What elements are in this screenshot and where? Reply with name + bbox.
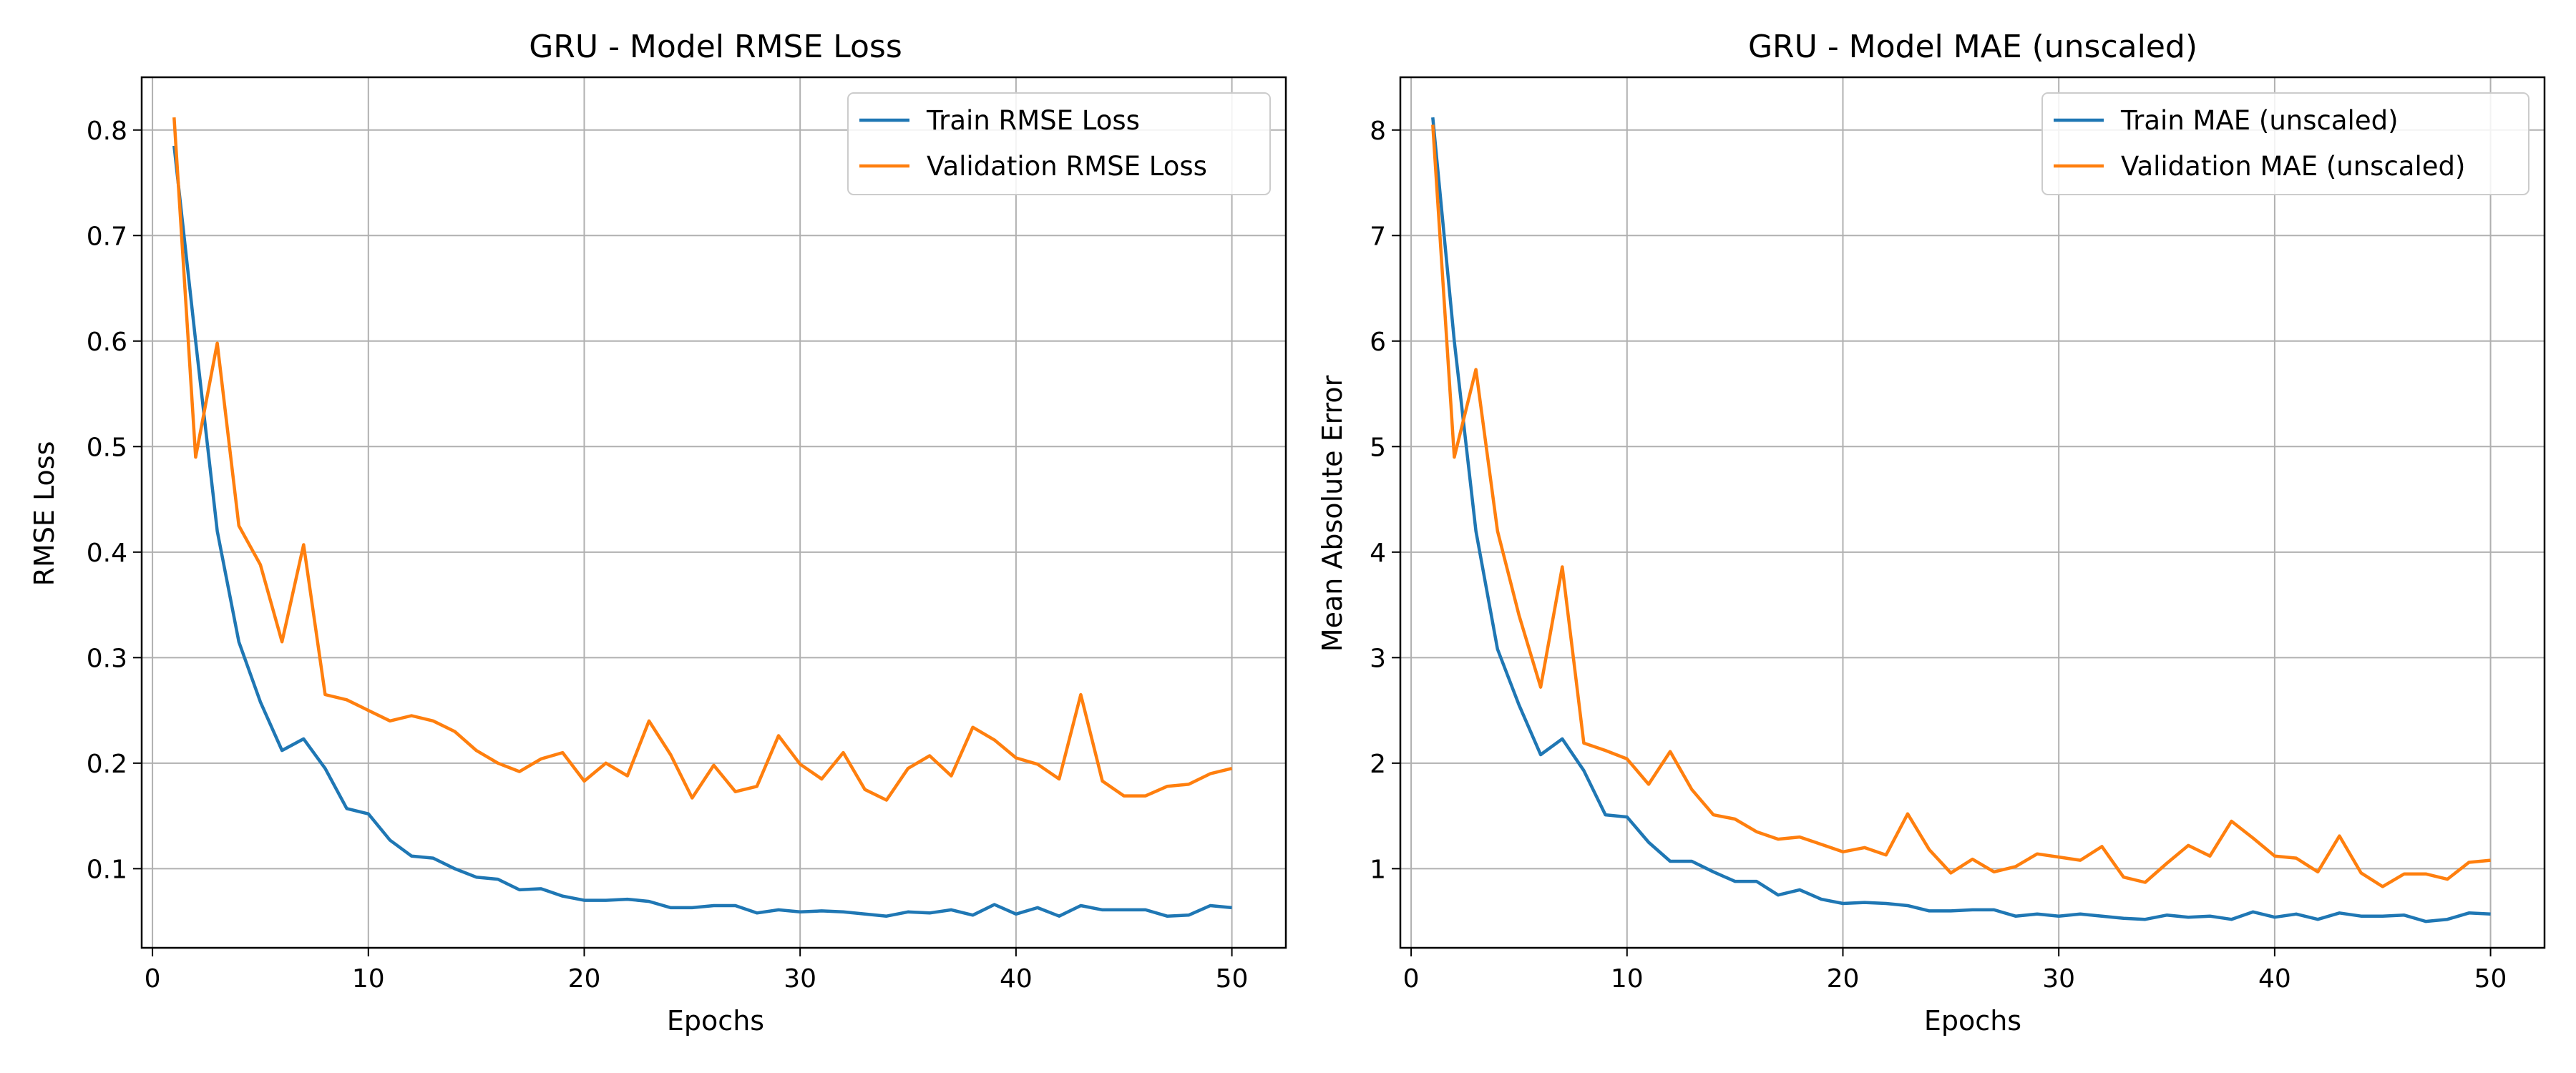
y-tick-label: 8	[1370, 117, 1386, 146]
x-tick-label: 50	[2474, 964, 2507, 994]
chart-title: GRU - Model MAE (unscaled)	[1748, 29, 2197, 65]
legend-entry: Train MAE (unscaled)	[2120, 105, 2399, 136]
y-tick-label: 0.4	[87, 539, 127, 568]
y-tick-label: 5	[1370, 433, 1386, 462]
x-tick-label: 30	[784, 964, 816, 994]
y-tick-label: 1	[1370, 855, 1386, 884]
x-tick-label: 10	[1611, 964, 1644, 994]
y-tick-label: 0.3	[87, 644, 127, 673]
x-tick-label: 20	[568, 964, 601, 994]
y-tick-label: 6	[1370, 328, 1386, 357]
legend: Train MAE (unscaled) Validation MAE (unsc…	[2041, 92, 2529, 195]
y-tick-label: 0.7	[87, 222, 127, 251]
x-axis-label: Epochs	[667, 1005, 764, 1037]
chart-rmse-loss: GRU - Model RMSE Loss Epochs RMSE Loss 0…	[29, 29, 1287, 1037]
y-tick-label: 7	[1370, 222, 1386, 251]
x-tick-label: 30	[2042, 964, 2075, 994]
x-axis-label: Epochs	[1924, 1005, 2021, 1037]
x-tick-label: 40	[2258, 964, 2291, 994]
x-tick-label: 10	[352, 964, 385, 994]
y-axis-label: RMSE Loss	[29, 441, 60, 587]
y-tick-label: 0.8	[87, 117, 127, 146]
chart-mae-unscaled: GRU - Model MAE (unscaled) Epochs Mean A…	[1317, 29, 2546, 1037]
legend: Train RMSE Loss Validation RMSE Loss	[847, 92, 1271, 195]
legend-entry: Validation MAE (unscaled)	[2121, 151, 2465, 182]
legend-box	[847, 92, 1271, 195]
plot-frame	[1399, 76, 2546, 949]
x-tick-label: 50	[1216, 964, 1249, 994]
y-tick-label: 2	[1370, 750, 1386, 779]
y-axis-label: Mean Absolute Error	[1317, 375, 1348, 652]
series-line-1	[172, 117, 1233, 802]
plot-frame	[140, 76, 1287, 949]
x-tick-label: 20	[1827, 964, 1860, 994]
y-tick-label: 4	[1370, 539, 1386, 568]
x-tick-label: 40	[1000, 964, 1033, 994]
legend-entry: Train RMSE Loss	[926, 105, 1140, 136]
y-tick-label: 3	[1370, 644, 1386, 673]
y-tick-label: 0.2	[87, 750, 127, 779]
y-tick-label: 0.1	[87, 855, 127, 884]
x-tick-label: 0	[145, 964, 161, 994]
legend-box	[2041, 92, 2529, 195]
y-tick-label: 0.5	[87, 433, 127, 462]
series-line-0	[1431, 117, 2491, 923]
x-tick-label: 0	[1403, 964, 1420, 994]
series-line-1	[1431, 124, 2491, 888]
chart-title: GRU - Model RMSE Loss	[529, 29, 902, 65]
y-tick-label: 0.6	[87, 328, 127, 357]
series-line-0	[172, 145, 1232, 918]
legend-entry: Validation RMSE Loss	[927, 151, 1207, 182]
